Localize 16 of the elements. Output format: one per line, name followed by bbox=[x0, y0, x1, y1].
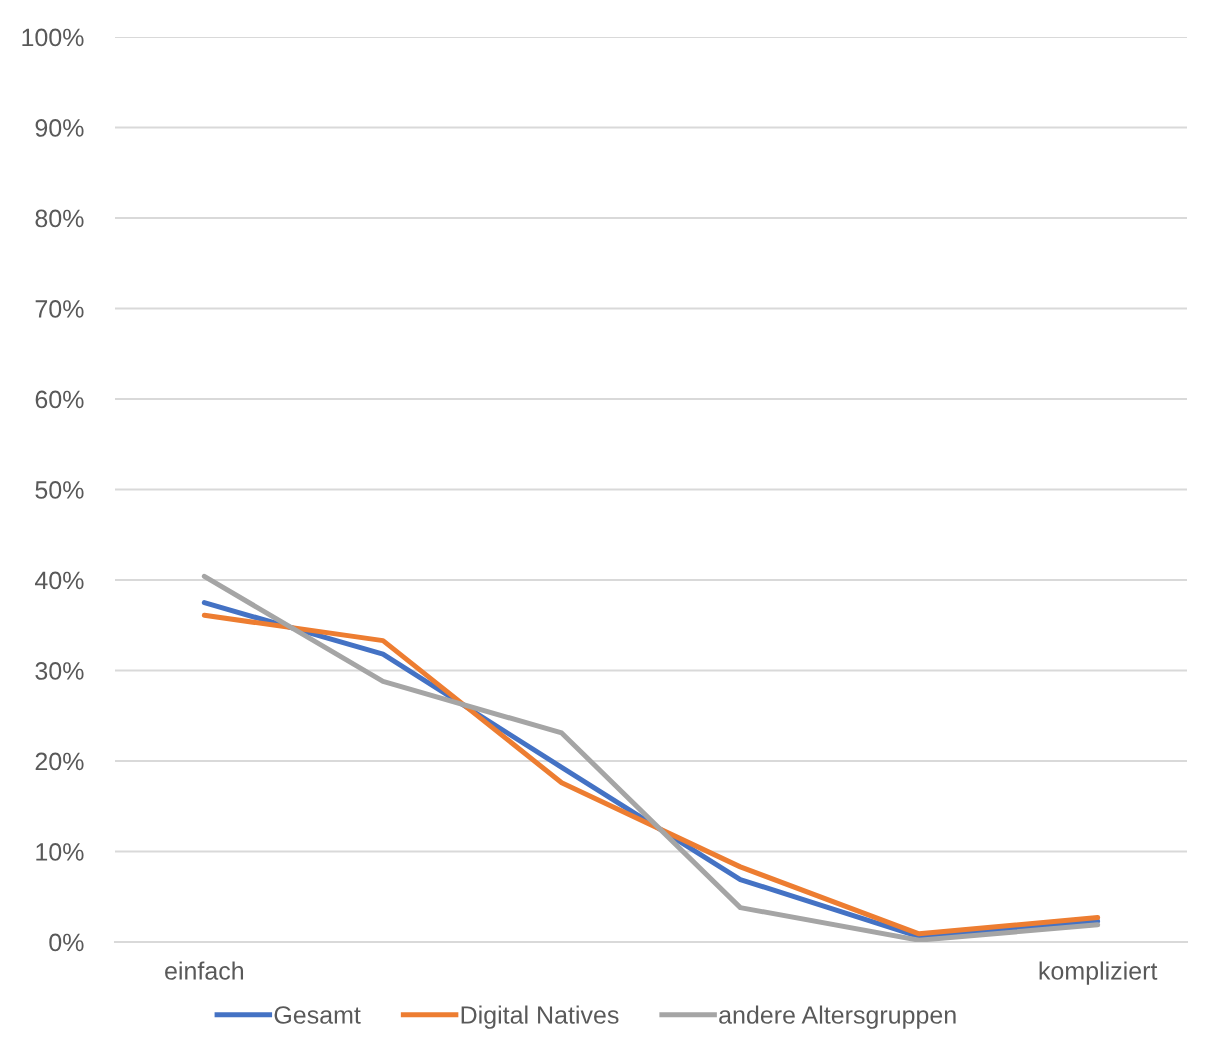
y-tick-label: 90% bbox=[35, 119, 84, 137]
y-tick-label: 70% bbox=[35, 300, 84, 318]
y-tick-label: 20% bbox=[35, 752, 84, 771]
y-tick-label: 0% bbox=[49, 933, 84, 952]
y-tick-label: 10% bbox=[36, 843, 84, 861]
legend-label: andere Altersgruppen bbox=[719, 1005, 956, 1029]
y-tick-label: 100% bbox=[22, 28, 84, 47]
y-tick-label: 80% bbox=[35, 209, 84, 228]
x-tick-label: einfach bbox=[165, 961, 244, 980]
y-tick-label: 60% bbox=[35, 390, 84, 409]
y-tick-label: 40% bbox=[34, 571, 84, 590]
legend-label: Gesamt bbox=[274, 1006, 361, 1024]
y-tick-label: 30% bbox=[35, 662, 84, 680]
legend-label: Digital Natives bbox=[461, 1005, 619, 1029]
x-tick-label: kompliziert bbox=[1039, 961, 1158, 985]
y-tick-label: 50% bbox=[35, 481, 84, 499]
